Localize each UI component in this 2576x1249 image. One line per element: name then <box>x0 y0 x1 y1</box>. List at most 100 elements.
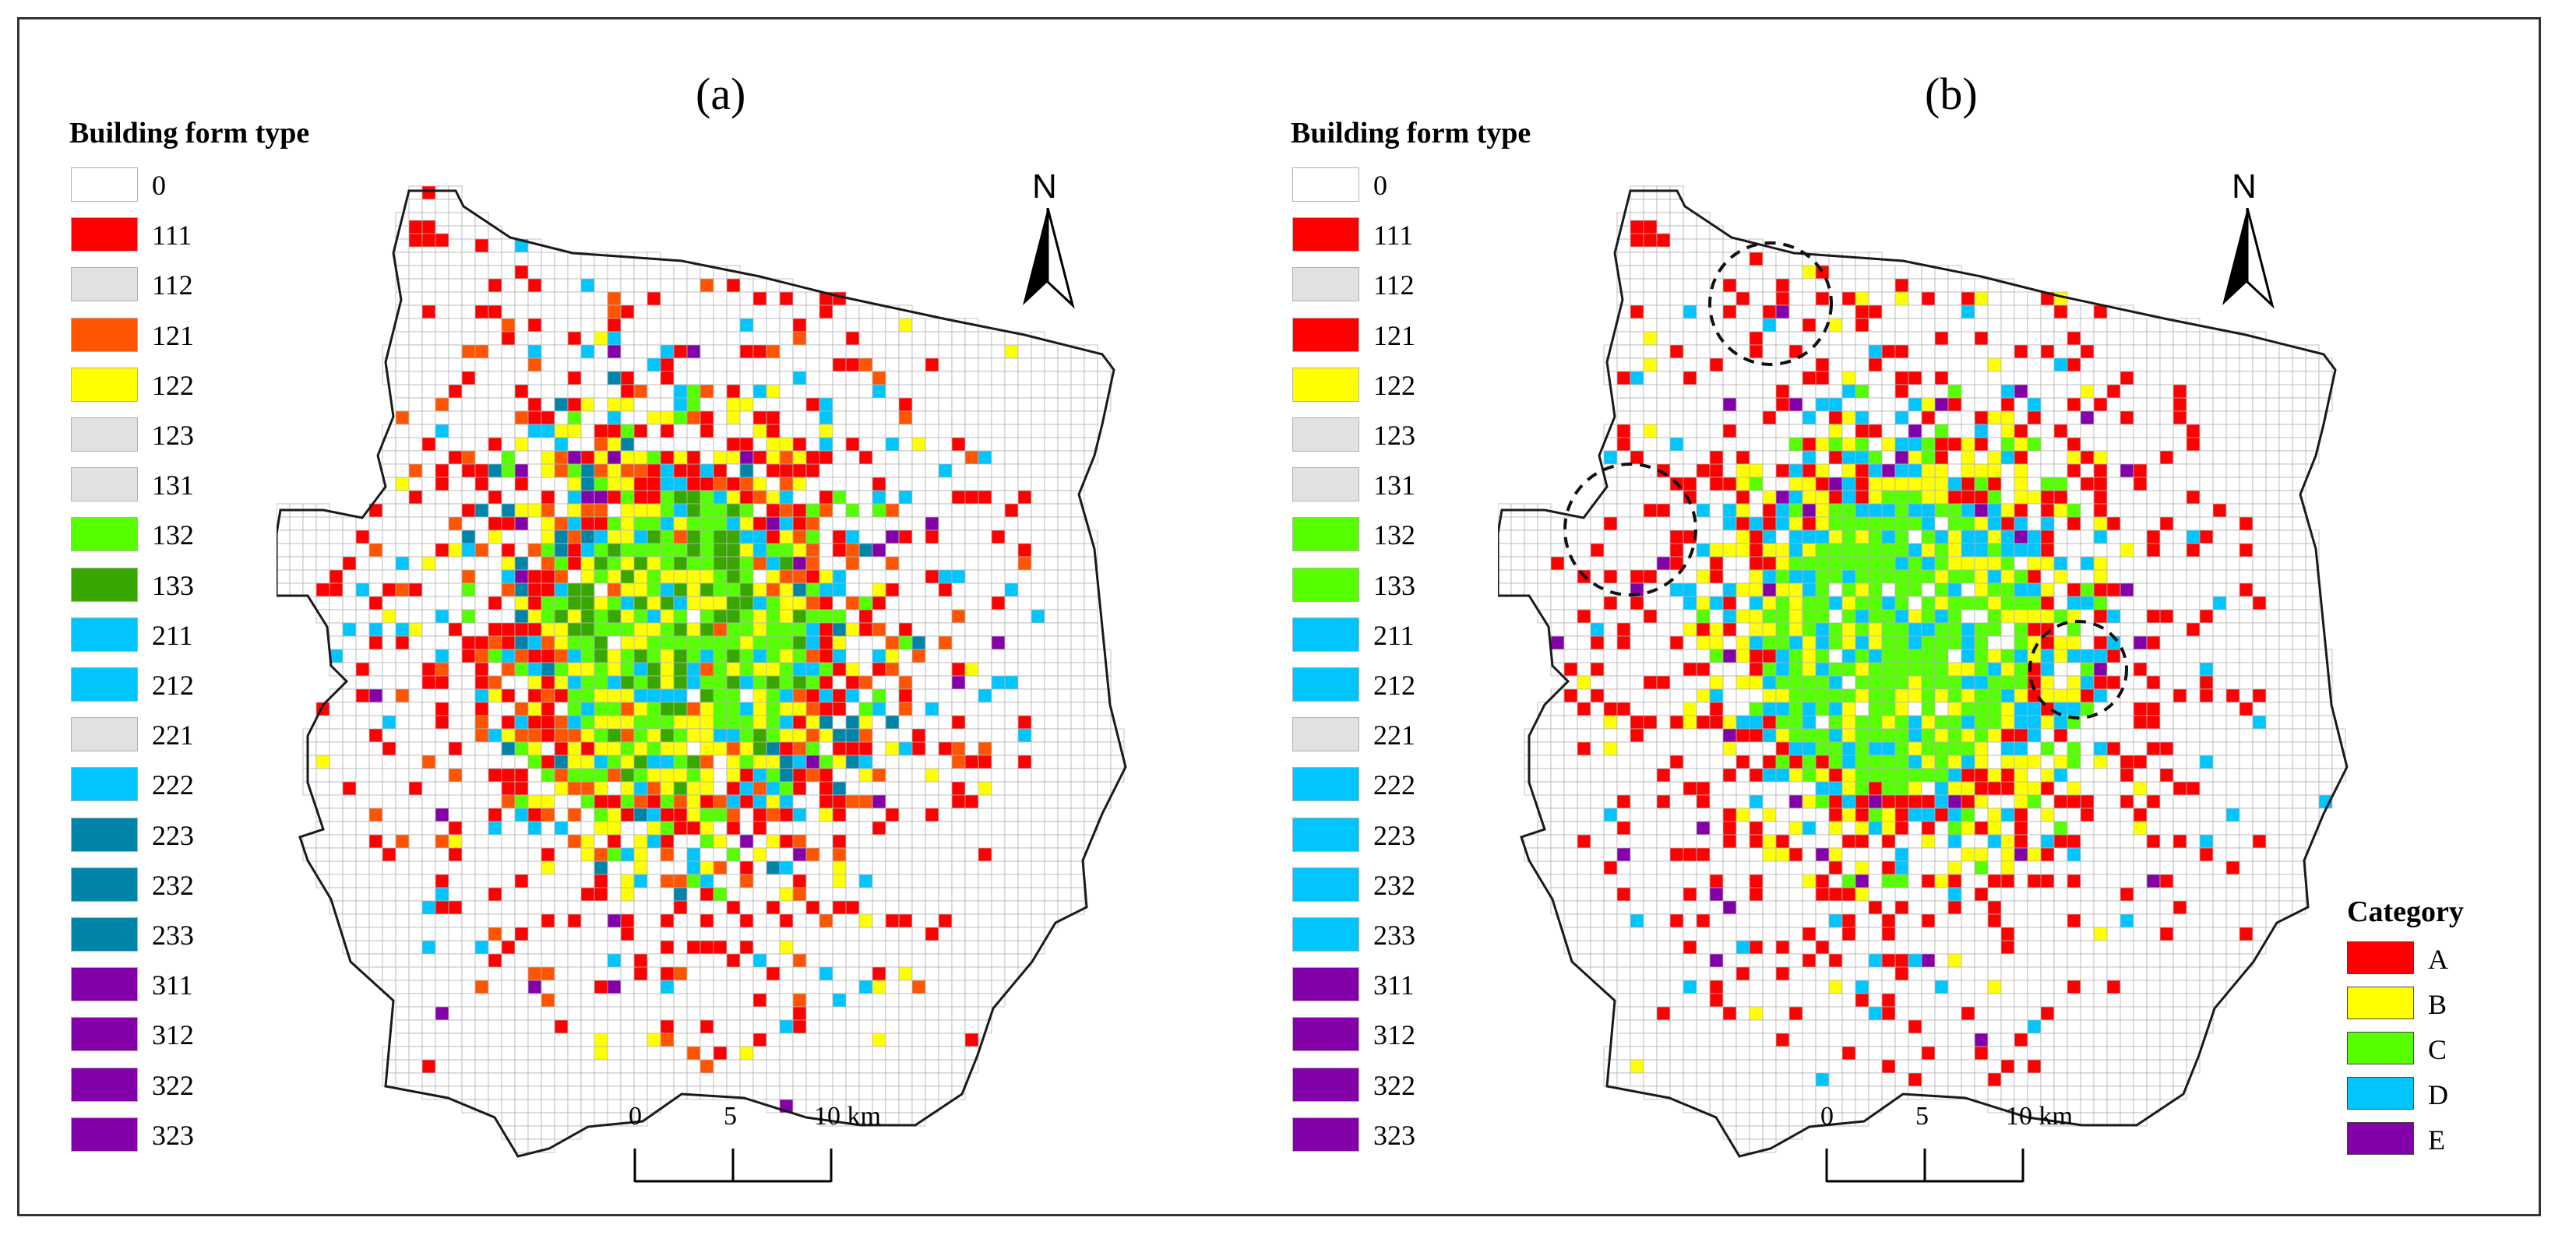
grid-cell <box>713 702 728 716</box>
grid-cell <box>633 662 648 677</box>
grid-cell <box>2239 437 2254 452</box>
grid-cell <box>1722 384 1737 399</box>
grid-cell <box>1828 265 1843 280</box>
grid-cell <box>991 609 1006 624</box>
grid-cell <box>302 556 317 571</box>
grid-cell <box>395 794 410 809</box>
grid-cell <box>752 397 767 412</box>
grid-cell <box>779 860 794 875</box>
grid-cell <box>1044 741 1059 756</box>
grid-cell <box>858 768 873 783</box>
grid-cell <box>1947 530 1962 544</box>
grid-cell <box>1057 530 1072 544</box>
grid-cell <box>580 291 595 306</box>
grid-cell <box>647 940 661 955</box>
grid-cell <box>1788 490 1803 505</box>
grid-cell <box>448 794 463 809</box>
grid-cell <box>1921 582 1936 597</box>
grid-cell <box>2265 569 2280 584</box>
grid-cell <box>1762 516 1777 531</box>
grid-cell <box>1031 543 1045 558</box>
grid-cell <box>832 649 847 663</box>
north-label: N <box>1032 167 1057 206</box>
grid-cell <box>1643 410 1658 425</box>
grid-cell <box>541 966 555 981</box>
grid-cell <box>421 556 436 571</box>
legend-label: 212 <box>1373 670 1415 701</box>
grid-cell <box>461 384 476 399</box>
grid-cell <box>1683 225 1697 240</box>
grid-cell <box>779 913 794 928</box>
grid-cell <box>1616 516 1631 531</box>
grid-cell <box>501 675 516 690</box>
grid-cell <box>382 450 396 465</box>
grid-cell <box>964 357 979 372</box>
grid-cell <box>541 1046 555 1061</box>
grid-cell <box>554 582 569 597</box>
grid-cell <box>567 768 582 783</box>
grid-cell <box>541 755 555 769</box>
grid-cell <box>686 278 701 293</box>
grid-cell <box>1656 384 1671 399</box>
grid-cell <box>819 397 833 412</box>
grid-cell <box>951 569 966 584</box>
grid-cell <box>1044 450 1059 465</box>
grid-cell <box>1947 344 1962 359</box>
grid-cell <box>1683 357 1697 372</box>
grid-cell <box>421 1046 436 1061</box>
grid-cell <box>2292 384 2306 399</box>
grid-cell <box>594 980 608 994</box>
grid-cell <box>911 860 926 875</box>
grid-cell <box>315 755 330 769</box>
grid-cell <box>488 318 502 332</box>
grid-cell <box>382 860 396 875</box>
grid-cell <box>832 966 847 981</box>
grid-cell <box>607 291 622 306</box>
grid-cell <box>461 728 476 743</box>
grid-cell <box>1630 596 1644 610</box>
grid-cell <box>633 807 648 822</box>
grid-cell <box>805 344 820 359</box>
grid-cell <box>501 1033 516 1047</box>
grid-cell <box>580 530 595 544</box>
grid-cell <box>845 860 860 875</box>
grid-cell <box>633 410 648 425</box>
grid-cell <box>620 953 635 968</box>
grid-cell <box>752 900 767 915</box>
grid-cell <box>2212 569 2227 584</box>
grid-cell <box>633 755 648 769</box>
grid-cell <box>1017 516 1032 531</box>
grid-cell <box>1031 450 1045 465</box>
grid-cell <box>554 543 569 558</box>
grid-cell <box>2278 477 2293 491</box>
grid-cell <box>978 371 992 385</box>
grid-cell <box>2265 556 2280 571</box>
legend-label: 232 <box>1373 869 1415 901</box>
grid-cell <box>395 424 410 438</box>
grid-cell <box>514 437 529 452</box>
grid-cell <box>766 927 781 941</box>
grid-cell <box>329 622 344 637</box>
grid-cell <box>779 900 794 915</box>
grid-cell <box>421 940 436 955</box>
grid-cell <box>686 371 701 385</box>
grid-cell <box>461 357 476 372</box>
grid-cell <box>395 1059 410 1074</box>
grid-cell <box>792 463 807 478</box>
grid-cell <box>2252 530 2267 544</box>
grid-cell <box>726 794 741 809</box>
grid-cell <box>580 424 595 438</box>
grid-cell <box>461 344 476 359</box>
grid-cell <box>395 1019 410 1034</box>
grid-cell <box>435 596 449 610</box>
grid-cell <box>1656 397 1671 412</box>
grid-cell <box>567 675 582 690</box>
grid-cell <box>554 622 569 637</box>
grid-cell <box>978 556 992 571</box>
grid-cell <box>527 715 542 730</box>
grid-cell <box>395 463 410 478</box>
grid-cell <box>594 993 608 1008</box>
grid-cell <box>805 966 820 981</box>
grid-cell <box>845 900 860 915</box>
grid-cell <box>938 1019 953 1034</box>
